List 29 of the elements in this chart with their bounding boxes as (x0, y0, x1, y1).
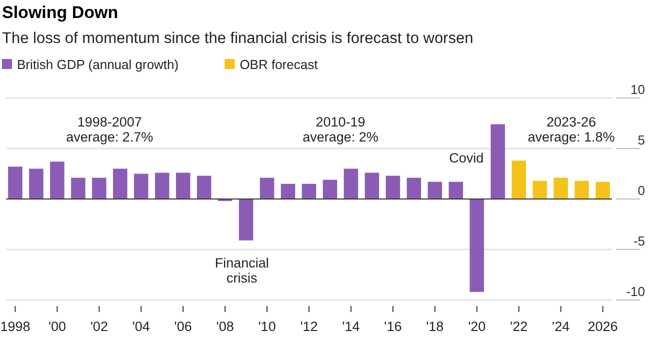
x-tick-label: '22 (510, 319, 528, 334)
x-tick-label: '12 (300, 319, 318, 334)
legend-label: OBR forecast (240, 57, 318, 72)
legend-label: British GDP (annual growth) (17, 57, 179, 72)
annotation: 2010-19 average: 2% (302, 114, 378, 144)
chart-title: Slowing Down (2, 3, 118, 22)
x-tick-label: '16 (384, 319, 402, 334)
annotation: Covid (449, 150, 484, 166)
x-tick-label: '14 (342, 319, 360, 334)
y-tick-label: -10 (626, 284, 645, 299)
x-tick-label: '00 (48, 319, 66, 334)
x-tick-label: '02 (90, 319, 108, 334)
x-tick-label: '24 (552, 319, 570, 334)
x-tick-label: 2026 (588, 319, 618, 334)
x-tick-label: '04 (132, 319, 150, 334)
annotation: 2023-26 average: 1.8% (528, 114, 615, 144)
x-tick-label: '08 (216, 319, 234, 334)
y-tick-label: -5 (633, 234, 645, 248)
x-tick-label: '18 (426, 319, 444, 334)
y-tick-label: 5 (638, 132, 645, 148)
x-tick-label: '06 (174, 319, 192, 334)
x-tick-label: 1998 (0, 319, 30, 334)
x-tick-label: '20 (468, 319, 486, 334)
y-tick-label: 10 (630, 82, 645, 97)
y-tick-label: 0 (638, 183, 645, 198)
annotation: 1998-2007 average: 2.7% (66, 114, 154, 144)
annotation: Financial crisis (214, 256, 269, 286)
x-tick-label: '10 (258, 319, 276, 334)
chart-subtitle: The loss of momentum since the financial crisis is forecast to worsen (2, 30, 474, 47)
